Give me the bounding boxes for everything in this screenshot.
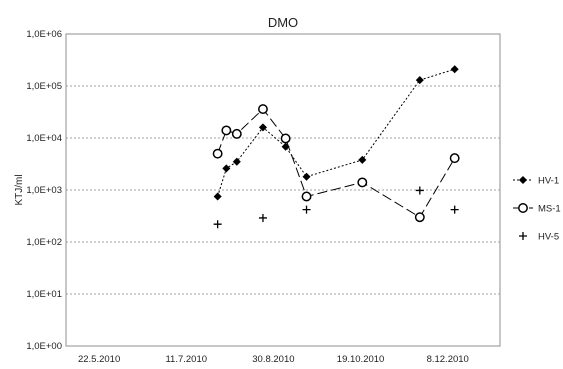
y-tick-label: 1,0E+02 [26, 237, 62, 248]
x-tick-label: 22.5.2010 [78, 354, 120, 365]
data-point-diamond [518, 175, 528, 185]
series-hv-1 [213, 65, 459, 201]
series-hv-5 [213, 186, 459, 229]
data-point-plus [415, 186, 424, 195]
chart-title: DMO [268, 15, 298, 30]
legend-item: MS-1 [513, 203, 561, 215]
data-point-circle [518, 203, 528, 213]
series-ms-1 [212, 104, 460, 223]
legend: HV-1 MS-1 HV-5 [513, 176, 561, 243]
gridlines [66, 85, 500, 295]
series-line [217, 68, 455, 197]
data-point-diamond [232, 157, 241, 166]
legend-item: HV-1 [513, 176, 559, 187]
x-tick-label: 19.10.2010 [337, 354, 385, 365]
data-point-circle [357, 177, 368, 188]
data-point-circle [280, 133, 291, 144]
data-point-circle [231, 128, 242, 139]
y-tick-label: 1,0E+03 [26, 185, 62, 196]
data-point-circle [258, 104, 268, 115]
x-tick-labels: 22.5.2010 11.7.2010 30.8.2010 19.10.2010 8.1… [78, 354, 469, 365]
legend-label: HV-5 [538, 232, 559, 243]
y-tick-label: 1,0E+06 [26, 29, 62, 40]
data-point-circle [301, 191, 312, 202]
data-point-diamond [222, 164, 231, 173]
data-point-diamond [415, 76, 424, 85]
y-tick-label: 1,0E+01 [26, 289, 62, 300]
data-point-diamond [213, 192, 222, 201]
data-point-plus [519, 232, 527, 240]
data-point-diamond [302, 172, 311, 181]
data-point-plus [450, 205, 459, 214]
data-point-diamond [258, 123, 267, 132]
data-point-circle [449, 153, 460, 164]
x-tick-label: 30.8.2010 [252, 354, 294, 365]
y-tick-label: 1,0E+05 [26, 81, 62, 92]
y-tick-label: 1,0E+04 [26, 133, 62, 144]
y-tick-label: 1,0E+00 [26, 341, 62, 352]
data-point-plus [258, 213, 267, 222]
legend-label: MS-1 [538, 204, 561, 215]
x-tick-label: 8.12.2010 [427, 354, 469, 365]
y-axis-label: KTJ/ml [14, 174, 25, 205]
data-point-diamond [358, 155, 367, 164]
y-tick-labels: 1,0E+00 1,0E+01 1,0E+02 1,0E+03 1,0E+04 1,0E+… [26, 29, 62, 352]
legend-item: HV-5 [519, 232, 559, 243]
series-group [212, 65, 460, 229]
data-point-circle [212, 148, 223, 159]
x-tick-label: 11.7.2010 [165, 354, 207, 365]
data-point-plus [302, 205, 311, 214]
data-point-circle [414, 212, 425, 223]
data-point-circle [221, 125, 232, 136]
legend-label: HV-1 [538, 176, 559, 187]
data-point-plus [213, 220, 222, 229]
data-point-diamond [450, 65, 459, 74]
